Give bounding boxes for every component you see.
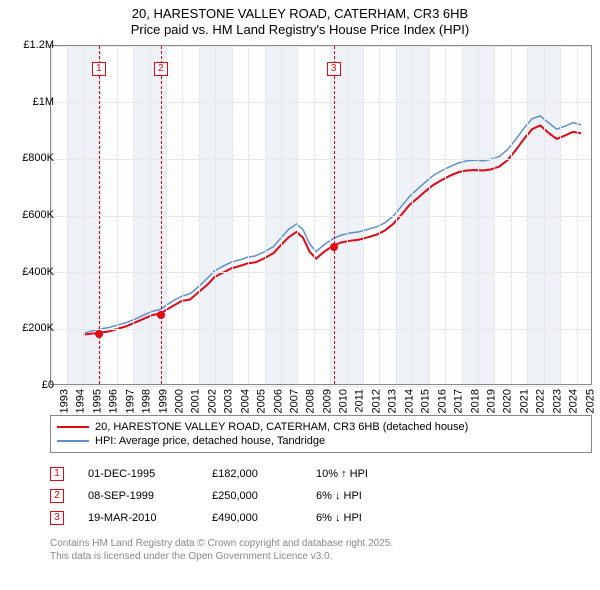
x-axis-label: 2022 (535, 389, 547, 413)
event-marker-box: 2 (154, 62, 168, 76)
event-delta: 6% ↓ HPI (316, 490, 406, 502)
event-number-box: 3 (50, 511, 64, 525)
y-axis-label: £0 (42, 379, 54, 391)
chart-container: 20, HARESTONE VALLEY ROAD, CATERHAM, CR3… (0, 0, 600, 590)
footer-line2: This data is licensed under the Open Gov… (50, 550, 592, 563)
x-axis-label: 2017 (453, 389, 465, 413)
legend-swatch (57, 440, 89, 442)
x-axis-label: 2000 (173, 389, 185, 413)
x-axis-label: 2018 (469, 389, 481, 413)
y-axis-label: £1M (33, 96, 54, 108)
x-axis-label: 2009 (321, 389, 333, 413)
x-axis-label: 2002 (206, 389, 218, 413)
event-date: 08-SEP-1999 (88, 490, 188, 502)
x-axis-label: 2015 (420, 389, 432, 413)
legend-label: 20, HARESTONE VALLEY ROAD, CATERHAM, CR3… (95, 421, 468, 433)
x-axis-label: 2010 (338, 389, 350, 413)
y-axis-label: £800K (22, 152, 54, 164)
legend-swatch (57, 426, 89, 428)
events-table: 1 01-DEC-1995 £182,000 10% ↑ HPI 2 08-SE… (50, 463, 592, 529)
event-number-box: 2 (50, 489, 64, 503)
x-axis-label: 1998 (141, 389, 153, 413)
chart-title-line1: 20, HARESTONE VALLEY ROAD, CATERHAM, CR3… (8, 6, 592, 22)
x-axis-label: 2005 (256, 389, 268, 413)
x-axis-label: 2020 (502, 389, 514, 413)
event-price: £250,000 (212, 490, 292, 502)
legend-label: HPI: Average price, detached house, Tand… (95, 435, 325, 447)
x-axis-label: 1994 (75, 389, 87, 413)
y-axis-label: £200K (22, 322, 54, 334)
legend-item: 20, HARESTONE VALLEY ROAD, CATERHAM, CR3… (57, 420, 585, 434)
x-axis-label: 1996 (108, 389, 120, 413)
y-axis-label: £400K (22, 266, 54, 278)
event-delta: 10% ↑ HPI (316, 468, 406, 480)
x-axis-label: 2016 (436, 389, 448, 413)
event-marker-box: 1 (92, 62, 106, 76)
x-axis-label: 2003 (223, 389, 235, 413)
x-axis-label: 2007 (288, 389, 300, 413)
x-axis-label: 2008 (305, 389, 317, 413)
x-axis-label: 2023 (551, 389, 563, 413)
x-axis-label: 2012 (371, 389, 383, 413)
x-axis-label: 1999 (157, 389, 169, 413)
chart-title-block: 20, HARESTONE VALLEY ROAD, CATERHAM, CR3… (8, 6, 592, 39)
x-axis-label: 2006 (272, 389, 284, 413)
event-marker-box: 3 (327, 62, 341, 76)
event-price: £182,000 (212, 468, 292, 480)
footer-line1: Contains HM Land Registry data © Crown c… (50, 537, 592, 550)
x-axis-label: 1997 (124, 389, 136, 413)
x-axis-label: 2024 (568, 389, 580, 413)
event-number-box: 1 (50, 467, 64, 481)
event-row: 2 08-SEP-1999 £250,000 6% ↓ HPI (50, 485, 592, 507)
event-delta: 6% ↓ HPI (316, 512, 406, 524)
footer-attribution: Contains HM Land Registry data © Crown c… (50, 537, 592, 563)
y-axis-label: £600K (22, 209, 54, 221)
x-axis-label: 2014 (403, 389, 415, 413)
x-axis-label: 1995 (91, 389, 103, 413)
chart-title-line2: Price paid vs. HM Land Registry's House … (8, 22, 592, 38)
x-axis-label: 1993 (58, 389, 70, 413)
x-axis-label: 2025 (584, 389, 596, 413)
event-price: £490,000 (212, 512, 292, 524)
event-row: 1 01-DEC-1995 £182,000 10% ↑ HPI (50, 463, 592, 485)
x-axis-label: 2004 (239, 389, 251, 413)
event-row: 3 19-MAR-2010 £490,000 6% ↓ HPI (50, 507, 592, 529)
plot-area: 1 2 3 (50, 45, 592, 385)
x-axis-label: 2021 (518, 389, 530, 413)
y-axis-label: £1.2M (23, 39, 54, 51)
legend: 20, HARESTONE VALLEY ROAD, CATERHAM, CR3… (50, 415, 592, 453)
legend-item: HPI: Average price, detached house, Tand… (57, 434, 585, 448)
x-axis-label: 2019 (486, 389, 498, 413)
x-axis-label: 2011 (353, 389, 365, 413)
x-axis-label: 2013 (387, 389, 399, 413)
event-date: 19-MAR-2010 (88, 512, 188, 524)
event-date: 01-DEC-1995 (88, 468, 188, 480)
x-axis-label: 2001 (190, 389, 202, 413)
